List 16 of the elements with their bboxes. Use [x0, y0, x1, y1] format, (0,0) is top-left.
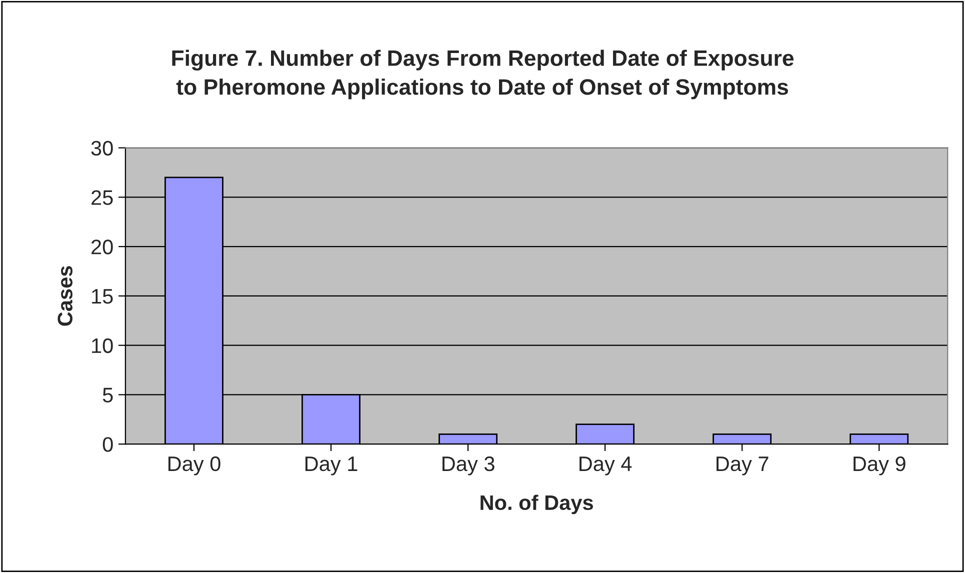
x-tick-label: Day 3 — [442, 456, 494, 476]
y-tick-label: 5 — [102, 388, 113, 402]
y-tick-label: 0 — [102, 437, 113, 452]
x-tick-label: Day 0 — [168, 456, 220, 476]
x-tick-label: Day 1 — [305, 456, 358, 476]
chart-title: Figure 7. Number of Days From Reported Date of Exposure to Pheromone Applications to Date of Onset of Symptoms — [172, 50, 794, 100]
y-tick-label: 30 — [91, 140, 113, 156]
x-tick-label: Day 7 — [716, 456, 768, 476]
y-tick-label: 20 — [92, 240, 113, 254]
x-tick-label: Day 4 — [580, 456, 632, 476]
y-tick-label: 25 — [92, 190, 113, 205]
x-axis-title: No. of Days — [480, 494, 593, 514]
y-tick-label: 10 — [92, 338, 113, 354]
x-tick-label: Day 9 — [854, 456, 906, 476]
y-axis-title: Cases — [58, 266, 72, 326]
y-tick-label: 15 — [92, 289, 113, 304]
